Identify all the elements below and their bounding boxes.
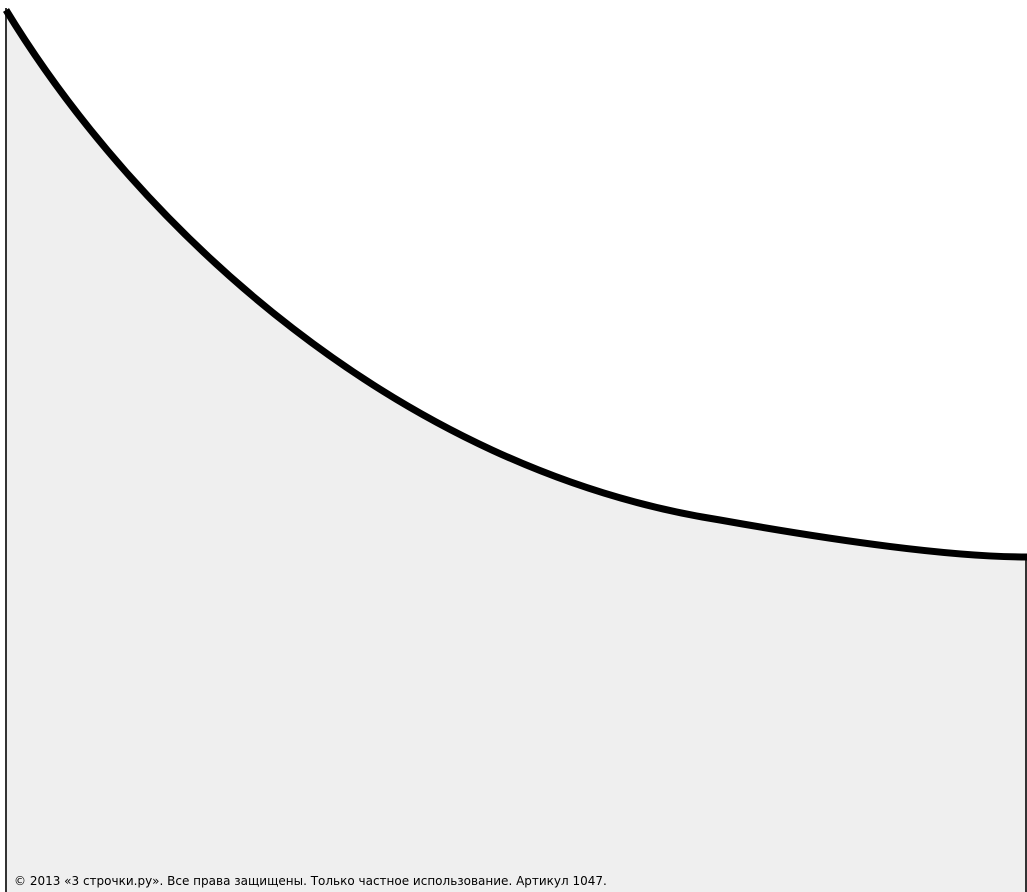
pattern-curve — [3, 8, 1027, 561]
copyright-text: © 2013 «3 строчки.ру». Все права защищен… — [14, 874, 607, 888]
shaded-region — [6, 10, 1027, 892]
